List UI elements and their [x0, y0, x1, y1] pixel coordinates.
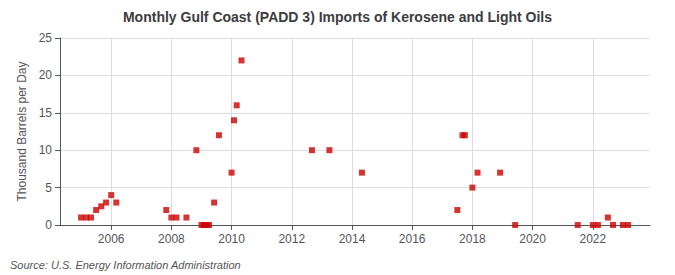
svg-text:Monthly Gulf Coast (PADD 3) Im: Monthly Gulf Coast (PADD 3) Imports of K… — [123, 9, 552, 25]
svg-text:2008: 2008 — [158, 232, 185, 246]
svg-text:2020: 2020 — [519, 232, 546, 246]
svg-text:5: 5 — [45, 181, 52, 195]
svg-text:25: 25 — [39, 31, 53, 45]
svg-text:2014: 2014 — [339, 232, 366, 246]
svg-text:Thousand Barrels per Day: Thousand Barrels per Day — [15, 61, 29, 201]
svg-text:2016: 2016 — [399, 232, 426, 246]
svg-text:0: 0 — [45, 218, 52, 232]
svg-text:2012: 2012 — [278, 232, 305, 246]
svg-text:Source: U.S. Energy Informatio: Source: U.S. Energy Information Administ… — [10, 259, 241, 271]
svg-text:2018: 2018 — [459, 232, 486, 246]
svg-text:2006: 2006 — [98, 232, 125, 246]
svg-text:10: 10 — [39, 143, 53, 157]
svg-text:2010: 2010 — [218, 232, 245, 246]
svg-text:15: 15 — [39, 106, 53, 120]
svg-text:20: 20 — [39, 68, 53, 82]
svg-text:2022: 2022 — [579, 232, 606, 246]
